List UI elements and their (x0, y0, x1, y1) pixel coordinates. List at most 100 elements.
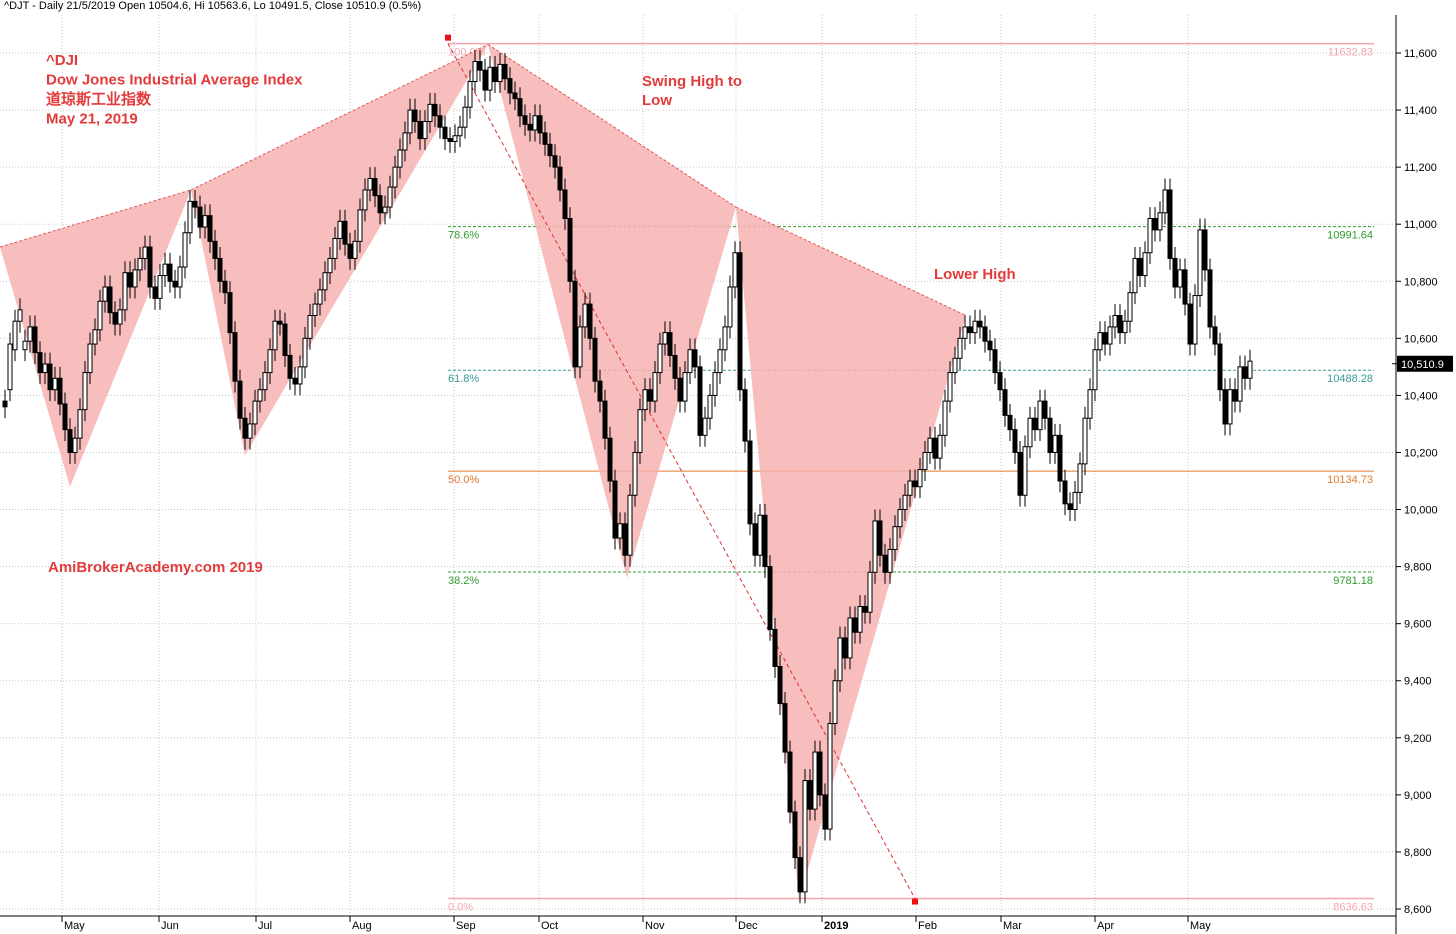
candle-body (62, 403, 68, 431)
candle-body (927, 437, 933, 453)
candle-body (322, 272, 328, 291)
candle-body (67, 429, 73, 453)
y-tick-label: 9,200 (1404, 733, 1432, 745)
candle-body (517, 98, 523, 117)
candle-body (802, 780, 808, 893)
x-tick-label: May (64, 920, 85, 932)
candle-body (957, 337, 963, 359)
candle-body (117, 309, 123, 325)
candle-body (207, 215, 213, 242)
candle-body (1137, 257, 1143, 277)
candle-body (807, 780, 813, 810)
y-tick-label: 10,400 (1404, 390, 1438, 402)
candle-body (987, 340, 993, 351)
candle-body (952, 357, 958, 374)
candle-body (432, 103, 438, 117)
y-tick-label: 10,200 (1404, 447, 1438, 459)
candle-body (667, 332, 673, 356)
candle-body (197, 206, 203, 228)
candle-body (1242, 366, 1248, 379)
candle-body (27, 326, 33, 342)
candle-body (52, 377, 58, 391)
candle-body (72, 437, 78, 453)
candle-body (487, 66, 493, 91)
candle-body (627, 494, 633, 556)
y-tick-label: 11,200 (1404, 162, 1437, 174)
candle-body (812, 751, 818, 810)
candle-body (1247, 360, 1253, 379)
candle-body (512, 92, 518, 100)
candle-body (1032, 417, 1038, 431)
candle-body (287, 354, 293, 379)
candle-body (717, 349, 723, 374)
candle-body (982, 326, 988, 342)
candle-body (492, 66, 498, 83)
y-tick-label: 9,000 (1404, 790, 1432, 802)
candle-body (637, 409, 643, 453)
x-tick-label: May (1190, 920, 1211, 932)
axis-layer: 8,600 8,800 9,000 9,200 9,400 9,600 9,800 10,00… (0, 15, 1453, 934)
candle-body (617, 523, 623, 539)
candle-body (252, 400, 258, 425)
candle-body (1067, 503, 1073, 511)
candle-body (1107, 326, 1113, 345)
candle-body (687, 349, 693, 374)
candle-body (652, 372, 658, 402)
candle-body (352, 240, 358, 259)
candle-body (1202, 229, 1208, 271)
fib-value-label: 9781.18 (1333, 575, 1373, 587)
swing-high-connector (735, 206, 967, 316)
candle-body (682, 372, 688, 402)
candle-body (737, 252, 743, 391)
x-tick-label: Dec (738, 920, 758, 932)
fib-value-label: 10991.64 (1327, 230, 1373, 242)
candle-body (1177, 269, 1183, 288)
candle-body (212, 240, 218, 259)
candle-body (582, 303, 588, 328)
candle-body (167, 263, 173, 282)
y-tick-label: 10,800 (1404, 276, 1438, 288)
candle-body (182, 232, 188, 268)
x-tick-label: Jul (258, 920, 272, 932)
candle-body (917, 469, 923, 488)
candle-body (1222, 389, 1228, 425)
y-tick-label: 10,600 (1404, 333, 1438, 345)
candle-body (977, 320, 983, 328)
annotation-layer: ^DJI Dow Jones Industrial Average Index道琼… (46, 52, 1016, 576)
x-tick-label: Nov (645, 920, 665, 932)
candle-body (1097, 332, 1103, 351)
candle-body (272, 320, 278, 351)
candle-body (657, 343, 663, 374)
candle-body (1007, 414, 1013, 431)
candle-body (42, 363, 48, 374)
candle-body (127, 272, 133, 288)
candle-body (452, 135, 458, 142)
fib-pct-label: 38.2% (448, 575, 479, 587)
candle-body (347, 243, 353, 259)
swing-triangle (488, 44, 736, 579)
candle-body (387, 186, 393, 208)
candle-body (932, 437, 938, 459)
candle-body (292, 377, 298, 385)
candle-body (82, 372, 88, 411)
candle-body (1157, 212, 1163, 231)
candle-body (37, 352, 43, 374)
candle-body (397, 149, 403, 168)
candle-body (607, 437, 613, 482)
candle-body (2, 400, 8, 408)
candle-body (832, 680, 838, 725)
candle-body (232, 332, 238, 382)
candle-body (172, 280, 178, 288)
candle-body (1182, 269, 1188, 305)
x-tick-label: Mar (1003, 920, 1022, 932)
candle-body (1022, 446, 1028, 496)
candle-body (282, 323, 288, 356)
candle-body (722, 326, 728, 351)
candle-body (77, 409, 83, 439)
candle-body (92, 329, 98, 345)
candle-body (407, 109, 413, 134)
candle-body (502, 63, 508, 80)
title-line: 道琼斯工业指数 (46, 90, 152, 108)
